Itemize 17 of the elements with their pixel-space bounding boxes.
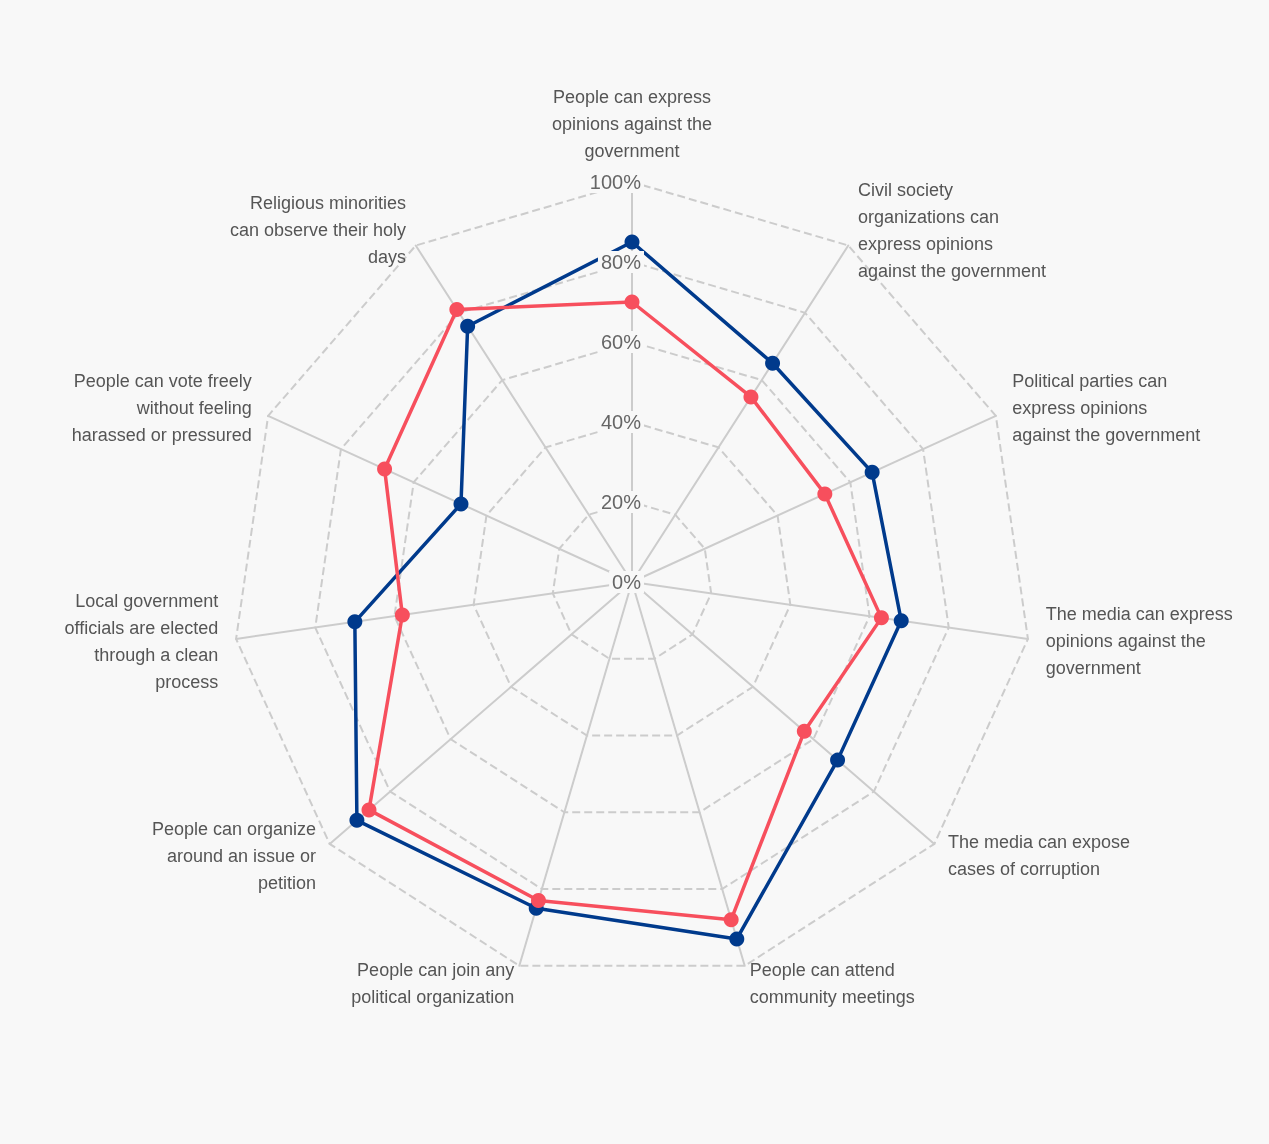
y-tick-label: 0% <box>612 571 642 593</box>
spoke-label: The media can expose cases of corruption <box>947 832 1131 880</box>
y-tick-label: 20% <box>600 491 642 513</box>
spoke-label: People can vote freely without feeling harassed or pressured <box>71 371 252 446</box>
spoke-label: Civil society organizations can express opinions against the government <box>857 179 1047 281</box>
spoke-label: People can attend community meetings <box>749 959 915 1007</box>
y-tick-label: 40% <box>600 411 642 433</box>
spoke-label: Political parties can express opinions against the government <box>1012 371 1201 446</box>
spoke-label: The media can express opinions against the government <box>1045 604 1233 679</box>
spoke-label: People can organize around an issue or petition <box>151 818 317 893</box>
y-tick-label: 60% <box>600 331 642 353</box>
spoke-label: Local government officials are elected through a clean process <box>64 590 219 692</box>
spoke-label: Religious minorities can observe their holy days <box>229 193 407 268</box>
spoke-label: People can join any political organization <box>351 959 515 1007</box>
y-tick-label: 80% <box>600 251 642 273</box>
spoke-label: People can express opinions against the government <box>551 86 713 161</box>
y-tick-label: 100% <box>589 171 642 193</box>
